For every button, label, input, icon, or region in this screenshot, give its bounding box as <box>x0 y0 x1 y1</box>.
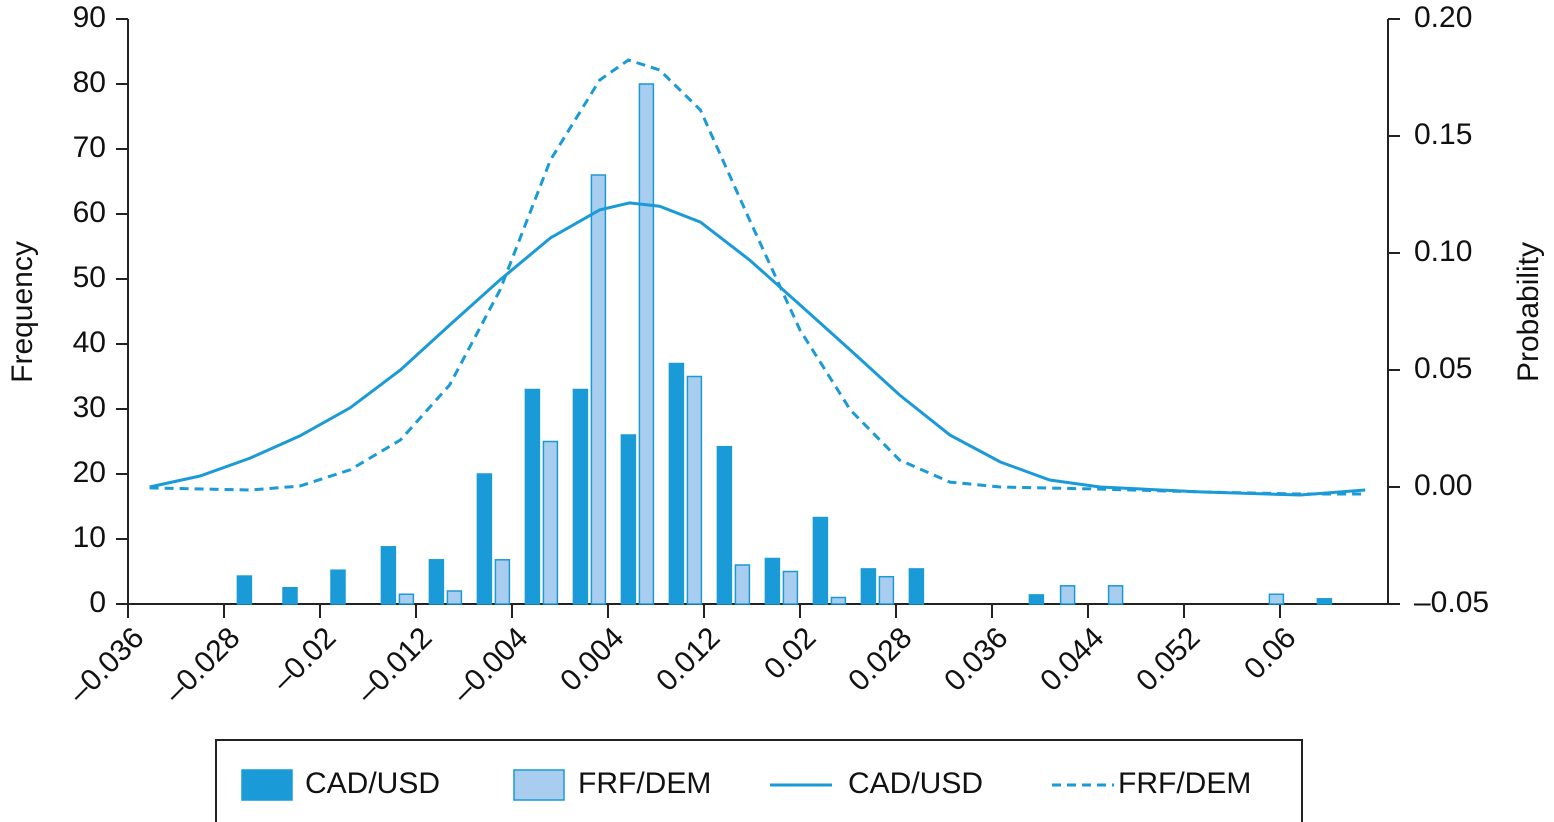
y-tick-label: 0 <box>89 586 106 619</box>
bar <box>830 596 847 605</box>
bar <box>236 575 253 605</box>
bar <box>860 568 877 605</box>
bar <box>812 516 829 605</box>
bar <box>428 559 445 605</box>
bar <box>330 569 346 605</box>
y-tick-label: 30 <box>73 391 106 424</box>
y2-tick-label: –0.05 <box>1414 586 1489 619</box>
bar <box>878 575 895 605</box>
x-tick-label: 0.052 <box>1130 621 1206 697</box>
x-tick-label: –0.012 <box>350 621 438 709</box>
x-tick-label: 0.02 <box>758 621 823 686</box>
bar <box>1316 598 1333 605</box>
bar <box>1107 585 1124 605</box>
bar <box>1028 594 1045 605</box>
bar <box>282 587 298 605</box>
x-tick-label: 0.036 <box>938 621 1014 697</box>
bar <box>446 590 463 605</box>
x-tick-label: 0.012 <box>650 621 726 697</box>
bar <box>476 473 493 605</box>
legend-label: FRF/DEM <box>1118 767 1251 800</box>
y2-tick-label: 0.20 <box>1414 1 1472 34</box>
legend-swatch <box>513 769 565 801</box>
bar <box>716 445 733 605</box>
bar <box>590 174 607 605</box>
bar <box>398 593 415 605</box>
line <box>149 58 1366 496</box>
legend-label: CAD/USD <box>305 767 440 800</box>
y2-tick-label: 0.10 <box>1414 235 1472 268</box>
bar <box>764 557 781 605</box>
bar <box>668 362 685 605</box>
y2-tick-label: 0.00 <box>1414 469 1472 502</box>
bar <box>638 83 655 605</box>
bar <box>572 388 589 605</box>
bar <box>542 440 559 605</box>
y-tick-label: 40 <box>73 326 106 359</box>
y-tick-label: 70 <box>73 131 106 164</box>
bar <box>686 375 703 605</box>
legend-box <box>215 739 1303 822</box>
bar <box>782 570 799 605</box>
y-tick-label: 80 <box>73 66 106 99</box>
line <box>149 201 1366 497</box>
legend-label: FRF/DEM <box>578 767 711 800</box>
x-tick-label: –0.004 <box>446 621 534 709</box>
x-tick-label: 0.004 <box>554 621 630 697</box>
y2-tick-label: 0.15 <box>1414 118 1472 151</box>
y2-axis-label: Probability <box>1512 242 1545 382</box>
legend-label: CAD/USD <box>848 767 983 800</box>
bar <box>1268 593 1285 605</box>
x-tick-label: 0.06 <box>1238 621 1303 686</box>
y-axis-label: Frequency <box>6 241 39 383</box>
legend-swatch <box>241 769 293 801</box>
y-tick-label: 50 <box>73 261 106 294</box>
bar <box>524 388 541 605</box>
y-tick-label: 10 <box>73 521 106 554</box>
y-tick-label: 90 <box>73 1 106 34</box>
y-tick-label: 60 <box>73 196 106 229</box>
x-tick-label: –0.028 <box>158 621 246 709</box>
x-tick-label: 0.044 <box>1034 621 1110 697</box>
bar <box>380 546 397 605</box>
x-tick-label: –0.036 <box>62 621 150 709</box>
y-tick-label: 20 <box>73 456 106 489</box>
bar <box>620 434 637 605</box>
bar <box>1059 585 1076 605</box>
bar <box>734 564 751 605</box>
x-tick-label: 0.028 <box>842 621 918 697</box>
y2-tick-label: 0.05 <box>1414 352 1472 385</box>
bar <box>494 559 511 605</box>
x-tick-label: –0.02 <box>266 621 342 697</box>
bar <box>908 568 925 605</box>
